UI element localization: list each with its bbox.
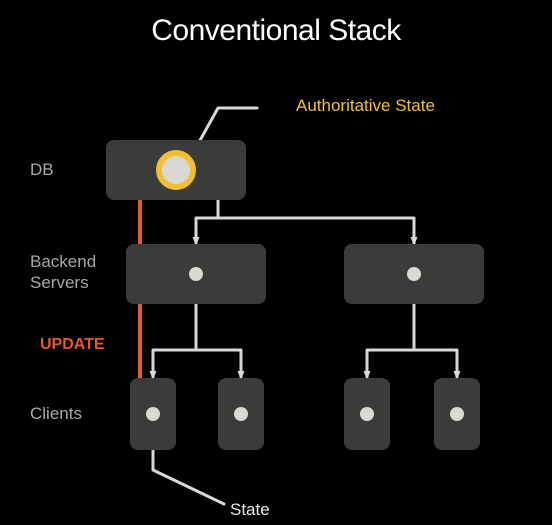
client-node-3 <box>360 407 374 421</box>
backend-node-1 <box>189 267 203 281</box>
client-node-4 <box>450 407 464 421</box>
client-node-1 <box>146 407 160 421</box>
backend-node-2 <box>407 267 421 281</box>
client-node-2 <box>234 407 248 421</box>
backend-label-2: Servers <box>30 273 89 293</box>
db-label: DB <box>30 160 54 180</box>
diagram-title: Conventional Stack <box>0 14 552 48</box>
state-label: State <box>230 500 270 520</box>
diagram-stage: { "title": { "text": "Conventional Stack… <box>0 0 552 525</box>
db-node <box>162 156 190 184</box>
backend-label-1: Backend <box>30 252 96 272</box>
clients-label: Clients <box>30 404 82 424</box>
update-label: UPDATE <box>40 336 105 354</box>
authoritative-state-label: Authoritative State <box>296 96 435 116</box>
